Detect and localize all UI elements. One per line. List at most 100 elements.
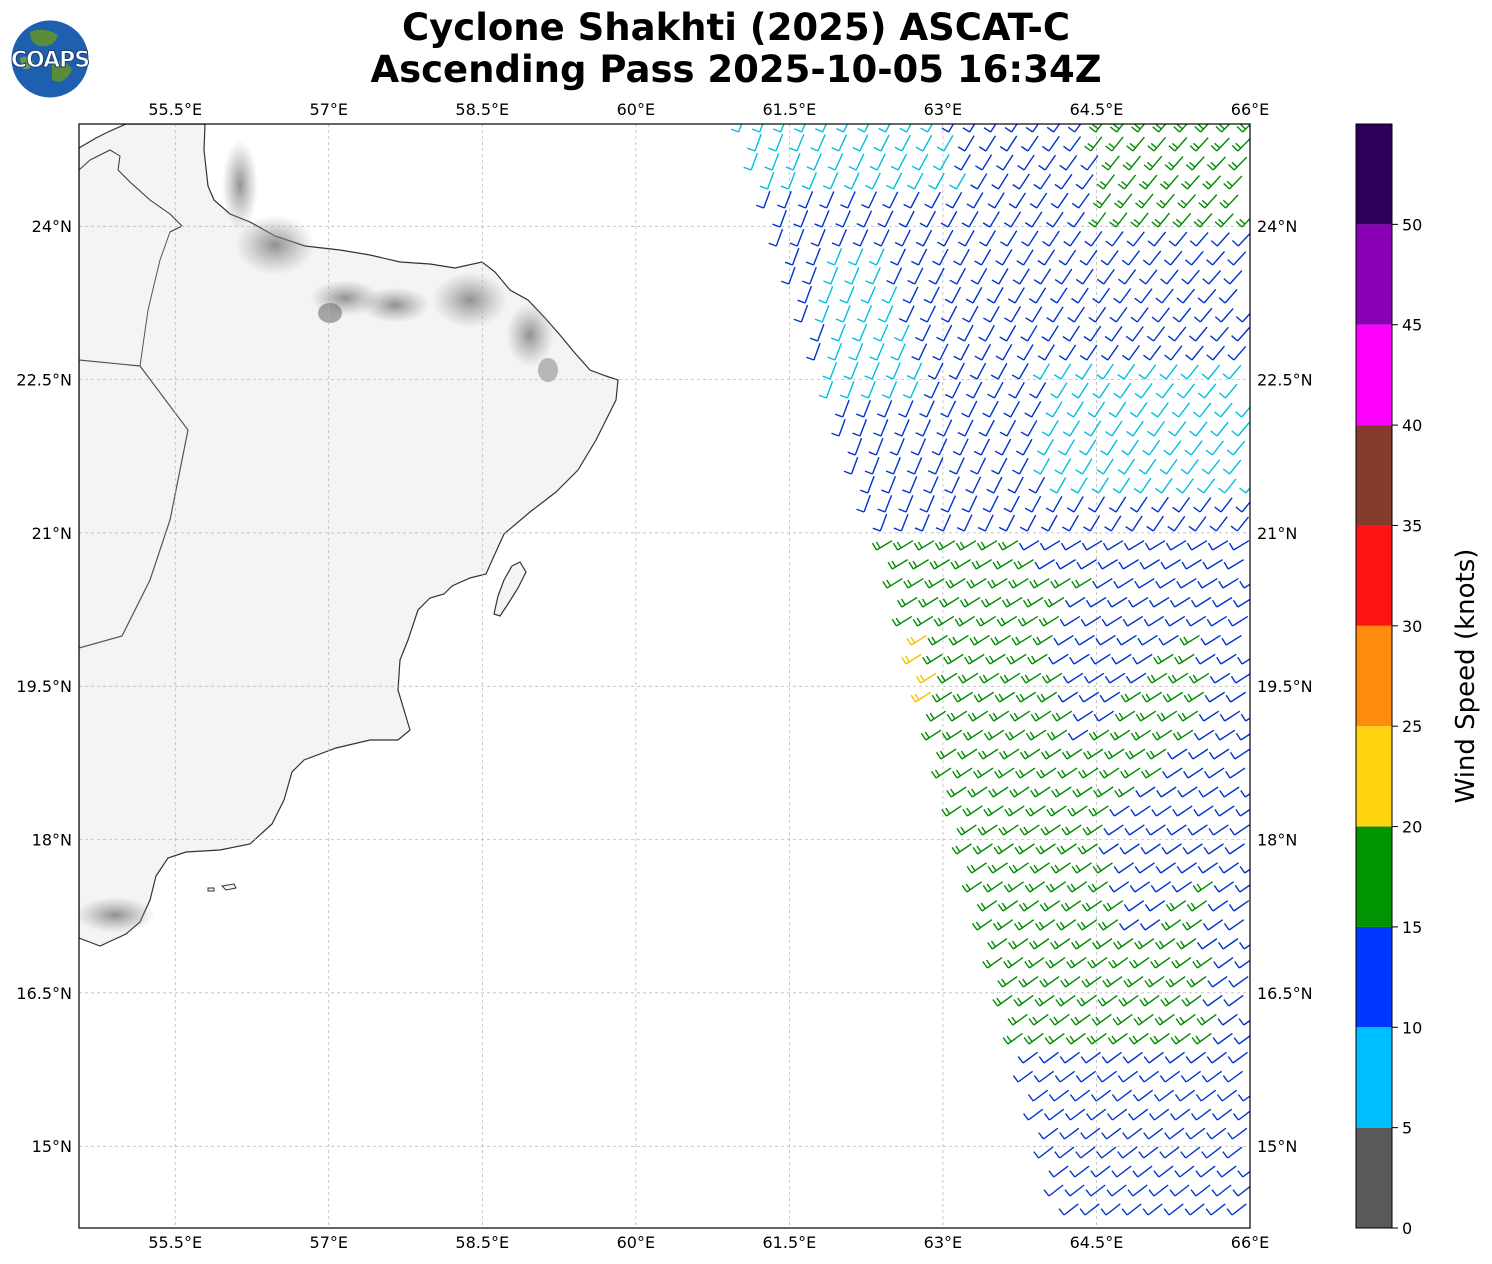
barb-flag	[1187, 751, 1194, 760]
barb-flag	[1186, 904, 1193, 912]
barb-staff	[1183, 634, 1200, 646]
wind-barb-725	[1229, 824, 1250, 836]
barb-flag	[852, 146, 861, 152]
barb-staff	[1188, 691, 1205, 703]
barb-staff	[1053, 1165, 1069, 1178]
barb-staff	[962, 672, 979, 684]
barb-flag	[1087, 507, 1096, 513]
barb-flag	[978, 675, 985, 684]
barb-staff	[771, 152, 780, 171]
barb-flag	[1012, 469, 1020, 475]
barb-flag	[994, 450, 1003, 456]
barb-flag	[1128, 750, 1134, 758]
wind-barb-936	[1132, 1165, 1153, 1178]
barb-staff	[1080, 1070, 1097, 1083]
barb-flag	[1159, 199, 1166, 206]
wind-barb-875	[1164, 1051, 1185, 1064]
barb-staff	[1086, 975, 1102, 988]
barb-staff	[1233, 900, 1250, 912]
barb-staff	[1080, 559, 1097, 570]
barb-flag	[1054, 864, 1060, 872]
barb-staff	[893, 267, 903, 285]
barb-staff	[1006, 325, 1017, 342]
gridlines	[79, 124, 1250, 1228]
wind-barb-830	[1207, 975, 1228, 988]
barb-flag	[1046, 808, 1052, 817]
wind-barb-596	[1083, 672, 1105, 684]
barb-flag	[1101, 997, 1107, 1005]
wind-barb-798	[1071, 938, 1092, 950]
wind-barb-43	[1126, 136, 1145, 152]
wind-barb-939	[1195, 1165, 1216, 1178]
lon-label-bottom: 58.5°E	[455, 1233, 509, 1252]
barb-staff	[950, 786, 967, 798]
barb-staff	[826, 191, 835, 209]
colorbar-bin-4	[1356, 726, 1392, 827]
barb-staff	[1195, 1108, 1212, 1121]
barb-flag	[1104, 335, 1113, 342]
wind-barb-789	[1139, 919, 1161, 931]
wind-barb-485	[1228, 540, 1250, 551]
barb-staff	[1130, 672, 1147, 684]
wind-barb-943	[1064, 1184, 1085, 1197]
lon-label-top: 60°E	[617, 100, 655, 119]
barb-flag	[1123, 980, 1130, 988]
barb-flag	[1177, 713, 1184, 722]
wind-barb-107	[987, 192, 1005, 209]
barb-flag	[1034, 999, 1041, 1007]
barb-staff	[1001, 249, 1013, 266]
wind-barb-509	[1008, 577, 1029, 589]
barb-flag	[1148, 1189, 1155, 1197]
barb-staff	[1195, 326, 1208, 342]
barb-flag	[1092, 731, 1098, 739]
barb-staff	[981, 343, 992, 361]
barb-staff	[951, 476, 960, 494]
lon-label-bottom: 66°E	[1231, 1233, 1269, 1252]
wind-barb-283	[1016, 344, 1034, 361]
colorbar-tick-label: 10	[1402, 1018, 1422, 1037]
barb-staff	[1212, 900, 1229, 912]
barb-flag	[1069, 1035, 1075, 1043]
barb-flag	[1075, 1075, 1082, 1083]
barb-flag	[978, 336, 986, 342]
barb-staff	[1195, 231, 1209, 247]
barb-flag	[1212, 1037, 1219, 1045]
barb-flag	[1008, 203, 1017, 209]
barb-flag	[1179, 940, 1186, 948]
barb-flag	[1011, 637, 1017, 646]
barb-flag	[1043, 902, 1049, 910]
barb-flag	[1097, 788, 1103, 796]
barb-staff	[1140, 477, 1152, 494]
barb-staff	[961, 748, 978, 760]
barb-staff	[1217, 1032, 1233, 1045]
barb-staff	[1107, 344, 1119, 361]
wind-barb-309	[1138, 364, 1157, 380]
wind-barb-815	[1150, 957, 1171, 969]
barb-flag	[1218, 580, 1224, 589]
wind-barb-35	[957, 135, 975, 152]
barb-flag	[933, 560, 939, 568]
wind-barb-32	[894, 134, 911, 152]
barb-flag	[1207, 904, 1214, 912]
barb-staff	[905, 305, 915, 323]
barb-staff	[1031, 306, 1043, 323]
barb-flag	[1008, 807, 1014, 815]
wind-barb-362	[999, 419, 1017, 437]
barb-flag	[997, 980, 1004, 988]
barb-flag	[1027, 959, 1034, 967]
barb-flag	[1226, 180, 1233, 187]
colorbar-bin-3	[1356, 826, 1392, 927]
wind-barb-890	[1027, 1089, 1049, 1102]
barb-flag	[1002, 1037, 1009, 1045]
wind-barb-310	[1159, 364, 1178, 380]
barb-flag	[1153, 959, 1160, 967]
barb-flag	[1202, 923, 1209, 931]
wind-barb-502	[1223, 559, 1244, 570]
wind-barb-121	[814, 210, 830, 228]
wind-barb-886	[1159, 1070, 1181, 1083]
barb-flag	[1029, 942, 1035, 950]
barb-flag	[1101, 1056, 1108, 1064]
wind-barb-870	[1059, 1051, 1080, 1064]
barb-flag	[919, 222, 928, 228]
barb-flag	[1206, 164, 1214, 171]
